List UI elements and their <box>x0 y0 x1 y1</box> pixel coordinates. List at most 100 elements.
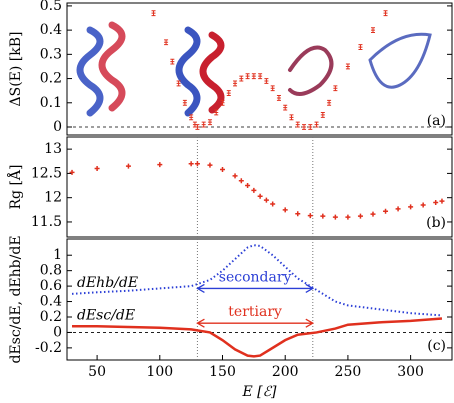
x-tick-label: 300 <box>397 364 424 380</box>
point <box>232 173 238 179</box>
point <box>69 169 75 175</box>
error-point <box>214 109 219 116</box>
panel-frame <box>66 238 453 361</box>
y-tick-label: 12 <box>44 190 62 206</box>
error-point <box>258 73 263 80</box>
error-point <box>201 121 206 128</box>
point <box>332 214 338 220</box>
y-tick-label: 0.5 <box>40 0 62 14</box>
y-tick-label: -0.2 <box>35 340 62 356</box>
error-point <box>270 85 275 92</box>
panel-label: (a) <box>427 113 446 129</box>
error-point <box>264 78 269 84</box>
y-axis-label: Rg [Å] <box>6 165 24 210</box>
panel-label: (c) <box>427 338 446 354</box>
point <box>433 200 439 206</box>
point <box>194 161 200 167</box>
y-tick-label: 0.4 <box>40 22 62 38</box>
point <box>295 211 301 217</box>
protein-sketch <box>98 21 126 112</box>
error-point <box>283 104 288 111</box>
point <box>383 208 389 214</box>
error-point <box>192 121 197 128</box>
error-point <box>314 121 319 128</box>
error-point <box>295 121 300 128</box>
point <box>370 211 376 217</box>
protein-sketches <box>76 21 432 117</box>
y-tick-label: 0.6 <box>40 278 62 294</box>
point <box>238 178 244 184</box>
error-point <box>176 80 181 87</box>
error-point <box>308 124 313 130</box>
point <box>345 214 351 220</box>
point <box>420 202 426 208</box>
y-tick-label: 11.5 <box>31 214 62 230</box>
point <box>125 163 131 169</box>
point <box>282 207 288 213</box>
point <box>439 198 445 204</box>
point <box>94 166 100 172</box>
point <box>220 167 226 173</box>
point <box>408 204 414 210</box>
error-point <box>289 114 294 121</box>
protein-sketch <box>288 45 334 96</box>
y-tick-label: 12.5 <box>31 165 62 181</box>
error-point <box>239 75 244 82</box>
series-label: dEsc/dE <box>77 307 135 323</box>
point <box>320 213 326 219</box>
point <box>357 213 363 219</box>
error-point <box>220 99 225 106</box>
point <box>188 161 194 167</box>
panel-frame <box>66 136 453 238</box>
error-point <box>245 73 250 80</box>
error-point <box>151 10 156 17</box>
y-tick-label: 0.2 <box>40 309 62 325</box>
error-point <box>207 119 212 126</box>
point <box>395 206 401 212</box>
y-tick-label: 0.1 <box>40 95 62 111</box>
y-tick-label: 0 <box>53 324 62 340</box>
y-tick-label: 0.8 <box>40 263 62 279</box>
annotation-text: secondary <box>219 269 292 285</box>
y-tick-label: 0 <box>53 119 62 135</box>
x-tick-label: 250 <box>335 364 362 380</box>
series-line <box>72 317 443 358</box>
point <box>263 197 269 203</box>
protein-sketch <box>76 26 104 117</box>
point <box>207 162 213 168</box>
y-axis-label: dEsc/dE, dEhb/dE <box>8 235 24 363</box>
y-tick-label: 1 <box>53 247 62 263</box>
x-tick-label: 200 <box>272 364 299 380</box>
y-tick-label: 0.4 <box>40 294 62 310</box>
point <box>307 213 313 219</box>
x-tick-label: 100 <box>146 364 173 380</box>
annotation-text: tertiary <box>228 304 282 320</box>
error-point <box>195 124 200 130</box>
x-tick-label: 150 <box>209 364 236 380</box>
error-point <box>170 58 175 65</box>
y-tick-label: 0.2 <box>40 71 62 87</box>
error-point <box>327 99 332 106</box>
error-point <box>302 124 307 130</box>
error-point <box>370 27 375 34</box>
protein-sketch <box>368 32 432 89</box>
annotation-arrow <box>196 283 315 293</box>
error-point <box>345 63 350 70</box>
error-point <box>182 99 187 106</box>
error-point <box>320 111 325 118</box>
error-point <box>251 73 256 80</box>
point <box>270 201 276 207</box>
x-tick-label: 50 <box>88 364 106 380</box>
panel-label: (b) <box>426 215 446 231</box>
error-point <box>233 80 238 87</box>
panel-frame <box>66 2 453 136</box>
error-point <box>226 90 231 97</box>
error-point <box>276 95 281 101</box>
y-tick-label: 13 <box>44 141 62 157</box>
error-point <box>164 39 169 46</box>
error-point <box>333 85 338 92</box>
point <box>257 193 263 199</box>
protein-sketch <box>175 26 201 117</box>
y-axis-label: ΔS(E) [kB] <box>8 32 24 107</box>
